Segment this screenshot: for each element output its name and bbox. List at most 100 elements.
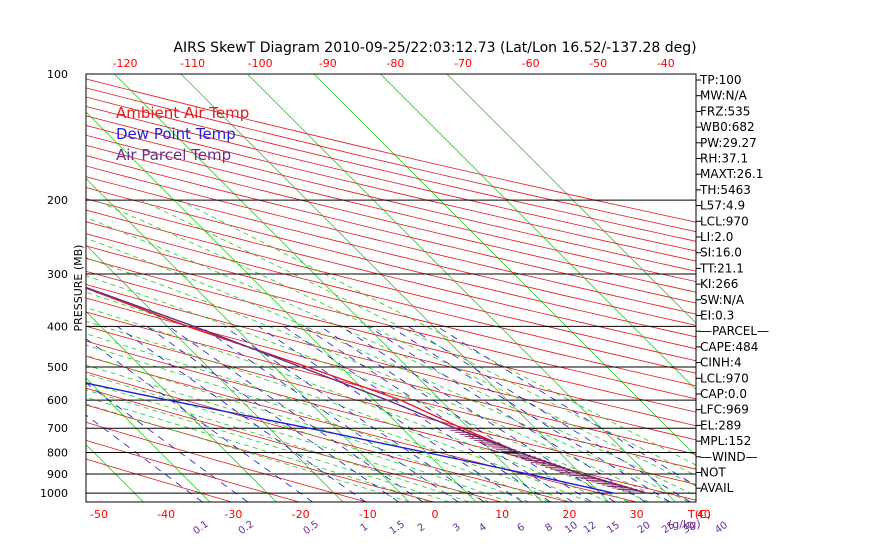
isotherm-line: [313, 74, 696, 457]
top-temp-tick-label: -60: [522, 57, 540, 70]
mixing-ratio-tick-label: 4: [477, 522, 489, 535]
isotherm-line: [380, 74, 696, 391]
dry-adiabat-line: [86, 155, 696, 304]
mixing-ratio-tick-label: 0.5: [302, 519, 321, 537]
index-label: LFC:969: [700, 403, 749, 417]
moist-adiabat-line: [179, 199, 696, 466]
index-label: TH:5463: [699, 183, 751, 197]
mixing-ratio-line: [168, 325, 424, 502]
mixing-ratio-line: [146, 325, 400, 502]
top-temp-tick-label: -40: [657, 57, 675, 70]
dry-adiabat-line: [86, 439, 300, 502]
mixing-ratio-line: [86, 414, 203, 502]
moist-adiabat-line: [86, 237, 689, 502]
dry-adiabat-line: [86, 458, 232, 502]
isotherm-line: [247, 74, 676, 502]
dry-adiabat-line: [86, 176, 696, 326]
mixing-ratio-lines: [86, 325, 696, 502]
mixing-ratio-tick-label: 6: [515, 522, 527, 535]
dry-adiabat-line: [86, 233, 696, 387]
moist-adiabat-line: [94, 199, 696, 487]
mixing-ratio-line: [407, 325, 691, 502]
index-label: KI:266: [700, 277, 738, 291]
bottom-temp-tick-label: 0: [432, 508, 439, 521]
dry-adiabat-line: [86, 355, 637, 502]
index-label: CAP:0.0: [700, 387, 747, 401]
dry-adiabat-line: [86, 221, 696, 374]
dry-adiabat-line: [86, 115, 696, 262]
y-axis-label: PRESSURE (MB): [72, 245, 85, 332]
pressure-tick-label: 700: [47, 422, 68, 435]
pressure-tick-label: 400: [47, 320, 68, 333]
index-label: —WIND—: [700, 450, 758, 464]
moist-adiabat-line: [86, 355, 530, 502]
index-label: LCL:970: [700, 214, 749, 228]
mixing-ratio-line: [258, 325, 523, 502]
moist-adiabat-line: [86, 403, 410, 502]
mixing-ratio-tick-label: 1: [359, 522, 371, 535]
isotherm-line: [0, 74, 10, 502]
isotherm-line: [86, 111, 477, 502]
data-series: [86, 286, 647, 494]
dry-adiabat-line: [86, 284, 696, 441]
moist-adiabat-line: [86, 275, 649, 502]
index-label: CINH:4: [700, 356, 742, 370]
index-label: LI:2.0: [700, 230, 733, 244]
dry-adiabat-line: [86, 198, 696, 350]
index-label: SW:N/A: [700, 293, 745, 307]
t-unit-label: T(C): [687, 508, 711, 521]
mixing-ratio-tick-label: 0.2: [237, 519, 256, 537]
mixing-ratio-tick-label: 20: [636, 520, 653, 536]
mixing-ratio-tick-label: 8: [543, 522, 555, 535]
index-label: LCL:970: [700, 371, 749, 385]
dry-adiabat-line: [86, 371, 569, 502]
pressure-tick-label: 200: [47, 194, 68, 207]
moist-adiabat-line: [86, 364, 510, 502]
dry-adiabat-line: [86, 187, 696, 338]
bottom-temp-tick-label: 20: [562, 508, 576, 521]
moist-adiabat-line: [86, 291, 629, 502]
index-label: SI:16.0: [700, 246, 742, 260]
legend-dew-point-temp: Dew Point Temp: [116, 125, 236, 143]
dry-adiabat-line: [86, 144, 696, 293]
index-label: AVAIL: [700, 481, 734, 495]
series-air-parcel-temp: [86, 286, 647, 494]
isotherm-line: [446, 74, 696, 324]
isotherm-line: [86, 311, 277, 502]
bottom-temp-tick-label: -50: [90, 508, 108, 521]
index-label: FRZ:535: [700, 104, 750, 118]
mixing-ratio-line: [200, 325, 459, 502]
index-label: CAPE:484: [700, 340, 758, 354]
dry-adiabat-lines: [86, 78, 696, 502]
moist-adiabat-line: [86, 333, 570, 502]
index-label: RH:37.1: [700, 152, 748, 166]
cape-hatch: [445, 427, 643, 492]
dry-adiabat-line: [86, 387, 502, 502]
index-label: —PARCEL—: [700, 324, 769, 338]
pressure-tick-label: 500: [47, 361, 68, 374]
pressure-tick-label: 100: [47, 68, 68, 81]
index-label: MAXT:26.1: [700, 167, 763, 181]
mixing-ratio-tick-label: 15: [605, 520, 622, 536]
moist-adiabat-line: [86, 381, 470, 502]
mixing-ratio-ticks: 0.1 0.2 0.5 1 1.5 2 3 4 6 8 10 12 15 20 25 30 40: [191, 519, 730, 537]
chart-title: AIRS SkewT Diagram 2010-09-25/22:03:12.7…: [173, 40, 696, 56]
mixing-ratio-line: [367, 325, 646, 502]
index-label: EL:289: [700, 418, 741, 432]
dry-adiabat-line: [86, 125, 696, 272]
mixing-ratio-line: [436, 325, 696, 487]
mixing-ratio-line: [223, 325, 485, 502]
index-label: L57:4.9: [700, 199, 745, 213]
mixing-ratio-tick-label: 1.5: [388, 519, 407, 537]
mixing-ratio-tick-label: 10: [563, 520, 580, 536]
bottom-temp-tick-label: -30: [224, 508, 242, 521]
background-lines: [0, 74, 696, 502]
pressure-level-lines: [86, 199, 696, 494]
moist-adiabat-line: [86, 373, 490, 502]
legend-ambient-air-temp: Ambient Air Temp: [116, 104, 249, 122]
dry-adiabat-line: [86, 245, 696, 400]
top-temp-tick-label: -70: [454, 57, 472, 70]
isotherm-line: [0, 74, 77, 502]
bottom-temp-tick-label: -40: [157, 508, 175, 521]
